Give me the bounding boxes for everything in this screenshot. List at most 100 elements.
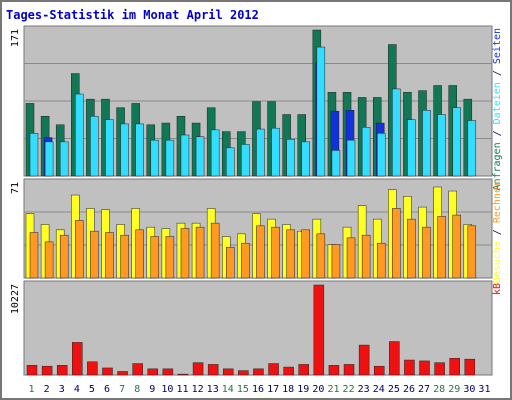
legend-text: Anfragen <box>492 142 503 190</box>
bar-files-day-9 <box>150 139 160 177</box>
panel-1-legend: Anfragen / Dateien / Seiten <box>492 28 503 191</box>
bar-sites-day-25 <box>392 208 401 279</box>
bar-files-day-15 <box>241 144 250 177</box>
panel-3-legend: kB <box>492 283 503 295</box>
bar-kb-day-7 <box>117 371 128 376</box>
x-tick-label-day-1: 1 <box>29 384 35 395</box>
x-tick-label-day-21: 21 <box>327 384 339 395</box>
x-tick-label-day-24: 24 <box>373 384 385 395</box>
bar-kb-day-4 <box>72 342 83 376</box>
x-tick-label-day-5: 5 <box>89 384 95 395</box>
legend-text: / <box>492 64 503 82</box>
bar-kb-day-19 <box>298 364 309 376</box>
bar-sites-day-19 <box>301 229 310 279</box>
bar-sites-day-24 <box>376 242 386 279</box>
bar-kb-day-5 <box>87 361 98 376</box>
bar-kb-day-26 <box>404 359 415 376</box>
bar-kb-day-27 <box>419 360 430 376</box>
bar-files-day-16 <box>256 128 265 177</box>
bar-kb-day-14 <box>223 368 234 376</box>
bar-sites-day-5 <box>90 230 99 279</box>
legend-text: / <box>492 223 503 241</box>
bar-kb-day-17 <box>268 363 279 376</box>
chart-title: Tages-Statistik im Monat April 2012 <box>6 8 259 22</box>
legend-text: Besuche <box>492 241 503 283</box>
bar-sites-day-10 <box>165 236 175 279</box>
bar-files-day-3 <box>59 141 69 177</box>
bar-sites-day-20 <box>316 233 326 279</box>
bar-kb-day-21 <box>328 365 340 376</box>
bar-kb-day-24 <box>373 365 385 376</box>
x-tick-label-day-30: 30 <box>463 384 475 395</box>
bar-files-day-1 <box>29 133 39 177</box>
bar-kb-day-13 <box>207 364 219 376</box>
bar-kb-day-11 <box>177 373 189 376</box>
panel-2-ymax-label: 71 <box>10 182 21 194</box>
bar-kb-day-18 <box>283 366 294 376</box>
x-tick-label-day-18: 18 <box>282 384 294 395</box>
legend-text: / <box>492 124 503 142</box>
bar-sites-day-23 <box>361 234 371 279</box>
legend-text: Seiten <box>492 28 503 64</box>
x-tick-label-day-23: 23 <box>358 384 370 395</box>
bar-sites-day-11 <box>180 228 190 279</box>
bar-kb-day-12 <box>192 362 204 376</box>
panel-1-ymax-label: 171 <box>10 29 21 47</box>
bar-kb-day-2 <box>41 365 53 376</box>
x-tick-label-day-11: 11 <box>176 384 188 395</box>
bar-files-day-13 <box>210 129 220 177</box>
bar-files-day-28 <box>437 114 446 177</box>
bar-sites-day-2 <box>44 241 54 279</box>
bar-files-day-10 <box>165 139 175 177</box>
x-tick-label-day-28: 28 <box>433 384 445 395</box>
bar-sites-day-4 <box>75 220 84 279</box>
bar-kb-day-15 <box>238 370 249 376</box>
bar-sites-day-14 <box>226 246 235 279</box>
x-tick-label-day-15: 15 <box>237 384 249 395</box>
bar-sites-day-9 <box>150 236 160 279</box>
x-tick-label-day-16: 16 <box>252 384 264 395</box>
bar-sites-day-28 <box>437 216 446 279</box>
bar-sites-day-16 <box>256 225 265 279</box>
bar-files-day-23 <box>361 127 371 177</box>
bar-sites-day-29 <box>452 214 461 279</box>
bar-files-day-2 <box>44 141 54 177</box>
bar-kb-day-29 <box>449 358 460 376</box>
bar-sites-day-15 <box>241 242 250 279</box>
panel-2-legend: Besuche / Rechner <box>492 181 503 283</box>
bar-sites-day-13 <box>210 222 220 279</box>
bar-sites-day-1 <box>29 232 39 279</box>
bar-files-day-25 <box>392 88 401 177</box>
x-tick-label-day-9: 9 <box>149 384 155 395</box>
x-tick-label-day-20: 20 <box>312 384 324 395</box>
bar-kb-day-23 <box>358 344 370 376</box>
bar-kb-day-6 <box>102 367 113 376</box>
bar-kb-day-16 <box>253 368 264 376</box>
bar-files-day-21 <box>331 150 341 177</box>
bar-kb-day-10 <box>162 368 174 376</box>
bar-sites-day-21 <box>331 244 341 279</box>
bar-sites-day-27 <box>422 226 431 279</box>
bar-sites-day-8 <box>135 229 144 279</box>
bar-files-day-7 <box>120 123 129 177</box>
legend-text: Dateien <box>492 82 503 124</box>
x-tick-label-day-29: 29 <box>448 384 460 395</box>
x-tick-label-day-6: 6 <box>104 384 110 395</box>
bar-kb-day-3 <box>56 365 68 376</box>
bar-sites-day-17 <box>271 226 280 279</box>
bar-sites-day-30 <box>467 225 477 279</box>
bar-files-day-26 <box>407 119 416 177</box>
bar-kb-day-8 <box>132 363 143 376</box>
bar-files-day-19 <box>301 141 310 177</box>
x-tick-label-day-25: 25 <box>388 384 400 395</box>
x-tick-label-day-27: 27 <box>418 384 430 395</box>
panel-3-background <box>23 280 493 376</box>
x-tick-label-day-2: 2 <box>44 384 50 395</box>
x-tick-label-day-17: 17 <box>267 384 279 395</box>
bar-sites-day-12 <box>195 226 205 279</box>
panel-3-ymax-label: 10227 <box>10 284 21 314</box>
bar-files-day-8 <box>135 123 144 177</box>
bar-files-day-6 <box>105 119 114 177</box>
bar-files-day-30 <box>467 120 477 177</box>
